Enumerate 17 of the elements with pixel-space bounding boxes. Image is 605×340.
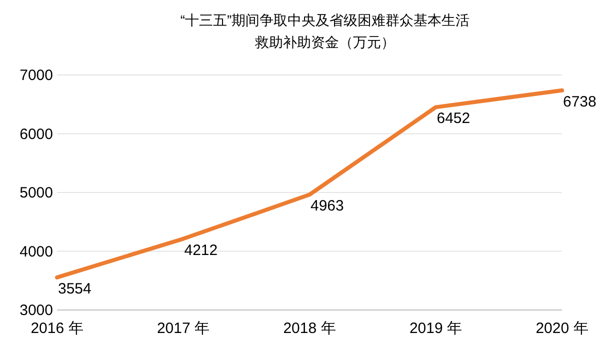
x-tick-label: 2017 年: [156, 320, 210, 337]
data-label: 6738: [563, 93, 596, 110]
data-label: 6452: [436, 110, 470, 128]
x-tick-label: 2020 年: [536, 320, 588, 337]
x-tick-label: 2016 年: [30, 320, 84, 337]
data-label: 4212: [184, 242, 218, 259]
data-label: 3554: [58, 280, 92, 298]
y-tick-label: 7000: [20, 67, 53, 84]
chart-title: “十三五”期间争取中央及省级困难群众基本生活救助补助资金（万元）: [180, 12, 470, 50]
line-series: [55, 88, 564, 280]
data-label: 4963: [310, 198, 344, 215]
x-tick-label: 2019 年: [409, 320, 462, 337]
y-tick-label: 3000: [20, 302, 53, 319]
y-tick-label: 4000: [20, 243, 53, 260]
y-tick-label: 6000: [20, 126, 53, 143]
y-tick-label: 5000: [20, 184, 53, 202]
x-tick-label: 2018 年: [283, 320, 336, 337]
